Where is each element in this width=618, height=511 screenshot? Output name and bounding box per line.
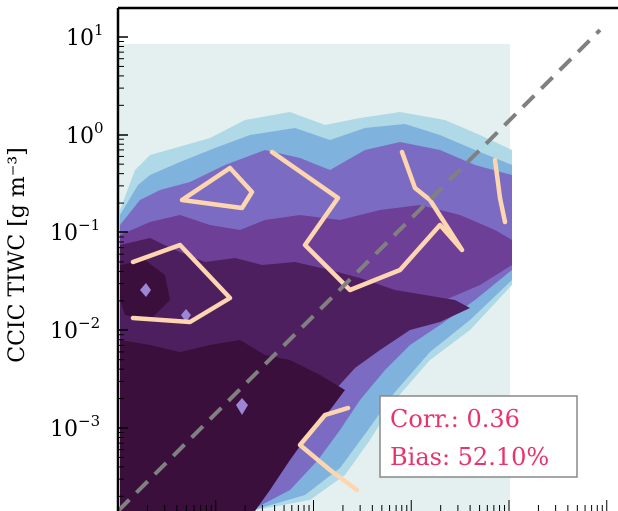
y-axis-label: CCIC TIWC [g m⁻³] <box>5 147 30 363</box>
reference-line <box>118 28 602 511</box>
y-tick-labels: 101 100 10−1 10−2 10−3 <box>50 21 104 442</box>
y-ticks <box>118 36 128 429</box>
peak-marker <box>140 283 151 297</box>
y-tick-label: 10−3 <box>50 412 100 442</box>
y-tick-label: 10−2 <box>50 314 100 344</box>
x-minor-ticks <box>146 500 608 511</box>
median-line <box>492 157 508 225</box>
correlation-label: Corr.: 0.36 <box>390 405 520 433</box>
bias-label: Bias: 52.10% <box>390 443 549 471</box>
peak-marker <box>181 309 191 322</box>
median-line <box>269 149 465 293</box>
y-tick-label: 100 <box>66 119 104 149</box>
stats-box-background <box>379 395 578 478</box>
contour-level-6-island <box>120 450 210 511</box>
peak-marker <box>236 398 248 415</box>
plot-area <box>118 28 602 511</box>
stats-box: Corr.: 0.36 Bias: 52.10% <box>379 395 578 478</box>
median-line <box>130 242 233 325</box>
y-minor-ticks <box>118 40 124 497</box>
median-line <box>297 405 360 493</box>
median-lines <box>130 149 508 493</box>
y-tick-label: 101 <box>66 21 104 51</box>
y-tick-label: 10−1 <box>50 216 100 246</box>
median-line <box>179 165 255 211</box>
